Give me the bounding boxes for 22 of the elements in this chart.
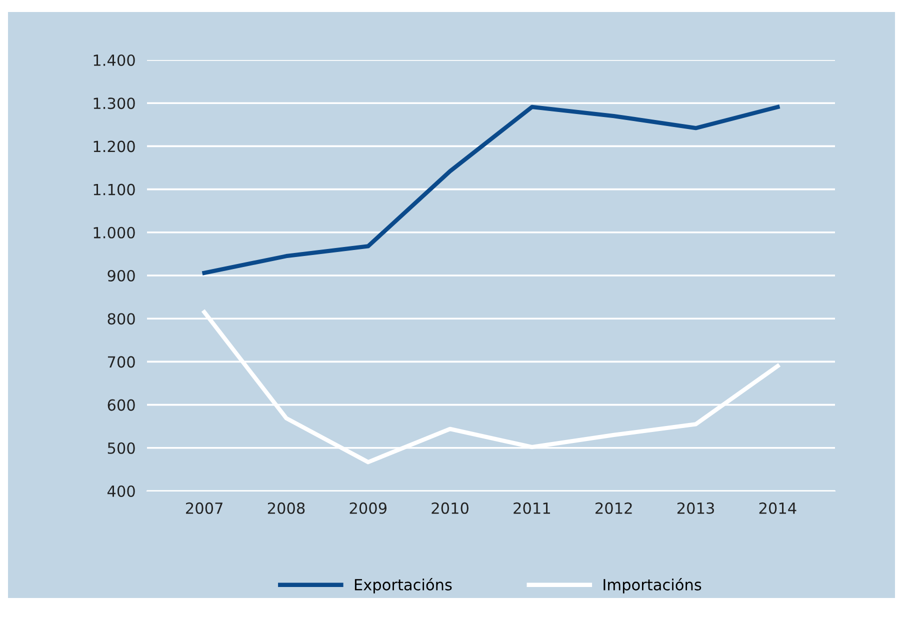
y-tick-label: 400 [107,485,135,498]
y-tick-label: 900 [108,270,135,282]
x-tick-label: 2013 [677,502,714,514]
y-tick-label: 1.400 [94,54,135,66]
x-tick-label: 2010 [432,502,468,514]
y-tick-label: 700 [108,356,135,368]
x-tick-label: 2012 [596,502,632,514]
line-series [202,104,780,275]
y-tick-label: 600 [108,399,135,411]
x-tick-label: 2008 [268,502,305,514]
x-tick-label: 2011 [514,502,550,514]
y-tick-label: 500 [108,442,135,454]
y-tick-label: 1.300 [94,98,135,110]
y-tick-label: 1.200 [94,140,135,152]
y-tick-label: 1.100 [94,184,135,196]
x-tick-label: 2009 [350,502,387,514]
x-tick-label: 2014 [759,502,796,514]
legend-label: Exportacións [354,578,452,594]
y-tick-label: 800 [108,313,135,325]
y-tick-label: 1.000 [94,226,135,238]
legend-label: Importacións [604,578,702,594]
x-tick-label: 2007 [186,502,222,514]
